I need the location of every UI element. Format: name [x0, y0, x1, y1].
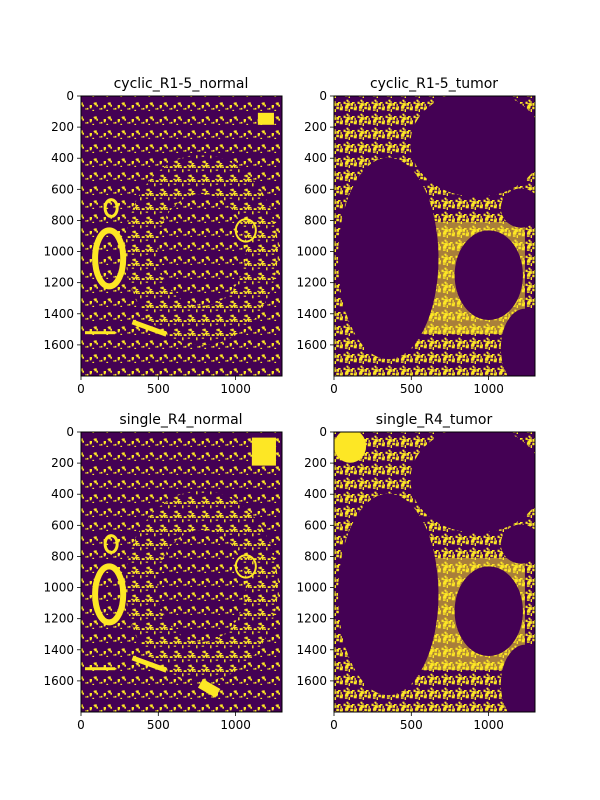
y-tick-label: 600: [51, 518, 74, 532]
y-tick-label: 1600: [43, 338, 74, 352]
mask-image: [81, 432, 282, 712]
y-tick-label: 0: [319, 89, 327, 103]
y-tick-label: 0: [66, 425, 74, 439]
y-tick-label: 1000: [43, 581, 74, 595]
x-tick-label: 500: [400, 718, 423, 732]
x-tick-label: 500: [147, 718, 170, 732]
y-tick-label: 1400: [296, 643, 327, 657]
y-tick-label: 1400: [296, 307, 327, 321]
mask-image: [81, 96, 282, 376]
y-tick-label: 1200: [43, 276, 74, 290]
x-tick-label: 0: [330, 382, 338, 396]
x-tick-label: 500: [147, 382, 170, 396]
y-tick-label: 800: [51, 213, 74, 227]
y-tick-label: 400: [51, 487, 74, 501]
y-tick-label: 1000: [296, 581, 327, 595]
x-tick-label: 500: [400, 382, 423, 396]
panel-single-tumor: single_R4_tumor 0 500 1000 0 200 400 600 800 100…: [296, 412, 536, 732]
panel-title: single_R4_normal: [119, 412, 242, 428]
y-tick-label: 200: [51, 120, 74, 134]
y-tick-label: 1600: [43, 674, 74, 688]
y-tick-label: 1400: [43, 307, 74, 321]
axes-frame: [80, 95, 283, 377]
y-tick-label: 0: [66, 89, 74, 103]
axes-frame: [80, 431, 283, 713]
mask-image: [334, 432, 535, 712]
y-tick-label: 800: [304, 549, 327, 563]
panel-cyclic-normal: cyclic_R1-5_normal 0 500 1000 0 200 400 600 800…: [43, 76, 283, 396]
panel-single-normal: single_R4_normal 0 500 1000 0 200 400 600 800 10…: [43, 412, 283, 732]
y-tick-label: 600: [304, 182, 327, 196]
y-tick-label: 200: [304, 456, 327, 470]
mask-image: [334, 96, 535, 376]
y-tick-label: 600: [304, 518, 327, 532]
y-tick-label: 1200: [296, 276, 327, 290]
y-tick-label: 0: [319, 425, 327, 439]
y-tick-label: 800: [51, 549, 74, 563]
y-tick-label: 400: [51, 151, 74, 165]
y-tick-label: 600: [51, 182, 74, 196]
x-tick-label: 0: [77, 718, 85, 732]
y-tick-label: 1200: [43, 612, 74, 626]
y-tick-label: 1600: [296, 674, 327, 688]
y-tick-label: 200: [304, 120, 327, 134]
y-tick-label: 800: [304, 213, 327, 227]
y-tick-label: 200: [51, 456, 74, 470]
y-tick-label: 400: [304, 151, 327, 165]
panel-title: single_R4_tumor: [376, 412, 493, 428]
x-tick-label: 0: [77, 382, 85, 396]
y-tick-label: 1600: [296, 338, 327, 352]
y-tick-label: 400: [304, 487, 327, 501]
y-tick-label: 1400: [43, 643, 74, 657]
x-tick-label: 1000: [473, 382, 504, 396]
panel-title: cyclic_R1-5_tumor: [370, 76, 498, 92]
panel-cyclic-tumor: cyclic_R1-5_tumor 0 500 1000 0 200 400 600 800 1…: [296, 76, 536, 396]
axes-frame: [333, 431, 536, 713]
y-tick-label: 1200: [296, 612, 327, 626]
y-tick-label: 1000: [296, 245, 327, 259]
panel-title: cyclic_R1-5_normal: [114, 76, 249, 92]
y-tick-label: 1000: [43, 245, 74, 259]
x-tick-label: 0: [330, 718, 338, 732]
x-tick-label: 1000: [473, 718, 504, 732]
axes-frame: [333, 95, 536, 377]
x-tick-label: 1000: [220, 718, 251, 732]
x-tick-label: 1000: [220, 382, 251, 396]
